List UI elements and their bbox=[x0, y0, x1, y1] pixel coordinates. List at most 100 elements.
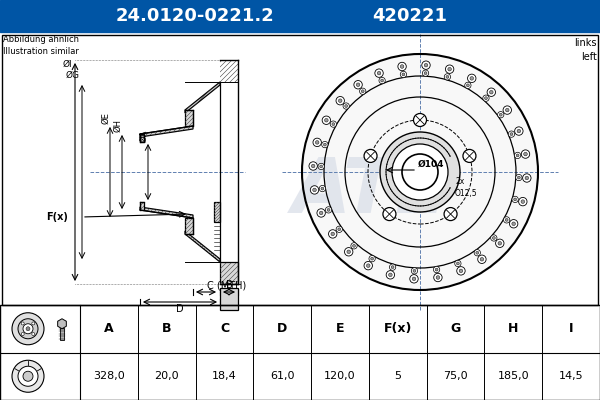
Polygon shape bbox=[140, 126, 193, 137]
Bar bbox=[220, 262, 238, 284]
Circle shape bbox=[465, 82, 471, 88]
Circle shape bbox=[444, 74, 451, 80]
Circle shape bbox=[302, 54, 538, 290]
Polygon shape bbox=[140, 134, 144, 142]
Circle shape bbox=[424, 72, 427, 74]
Circle shape bbox=[435, 268, 438, 271]
Circle shape bbox=[322, 116, 331, 124]
Circle shape bbox=[496, 239, 504, 248]
Circle shape bbox=[398, 62, 406, 71]
Circle shape bbox=[371, 257, 374, 260]
Polygon shape bbox=[140, 126, 193, 137]
Circle shape bbox=[329, 230, 337, 238]
Polygon shape bbox=[140, 202, 144, 210]
Circle shape bbox=[433, 266, 440, 273]
Circle shape bbox=[474, 250, 481, 256]
Circle shape bbox=[525, 176, 529, 180]
Bar bbox=[60, 328, 64, 340]
Circle shape bbox=[446, 76, 449, 78]
Circle shape bbox=[476, 251, 479, 254]
Text: ØH: ØH bbox=[113, 120, 122, 132]
Circle shape bbox=[310, 186, 319, 194]
Text: D: D bbox=[176, 304, 184, 314]
Text: F(x): F(x) bbox=[46, 212, 68, 222]
Bar bbox=[0, 0, 600, 32]
Circle shape bbox=[490, 90, 493, 94]
Circle shape bbox=[448, 67, 451, 71]
Text: ØI: ØI bbox=[62, 60, 72, 69]
Circle shape bbox=[389, 264, 396, 270]
Circle shape bbox=[309, 162, 317, 170]
Circle shape bbox=[316, 140, 319, 144]
Circle shape bbox=[493, 236, 495, 240]
Circle shape bbox=[518, 198, 527, 206]
Circle shape bbox=[21, 332, 24, 336]
Text: 20,0: 20,0 bbox=[154, 371, 179, 381]
Circle shape bbox=[21, 322, 24, 325]
Circle shape bbox=[523, 174, 531, 182]
Text: 14,5: 14,5 bbox=[559, 371, 583, 381]
Circle shape bbox=[332, 123, 335, 126]
Text: 24.0120-0221.2: 24.0120-0221.2 bbox=[116, 7, 274, 25]
Polygon shape bbox=[214, 202, 220, 222]
Circle shape bbox=[410, 275, 418, 283]
Circle shape bbox=[361, 90, 364, 93]
Circle shape bbox=[516, 154, 519, 157]
Circle shape bbox=[509, 220, 518, 228]
Circle shape bbox=[320, 165, 323, 168]
Circle shape bbox=[413, 270, 416, 272]
Circle shape bbox=[32, 322, 35, 325]
Text: ØA: ØA bbox=[139, 130, 148, 142]
Text: 18,4: 18,4 bbox=[212, 371, 237, 381]
Circle shape bbox=[344, 248, 353, 256]
Circle shape bbox=[379, 77, 385, 84]
Circle shape bbox=[487, 88, 496, 96]
Circle shape bbox=[356, 83, 360, 86]
Circle shape bbox=[422, 70, 429, 76]
Polygon shape bbox=[185, 218, 193, 234]
Circle shape bbox=[317, 209, 325, 217]
Circle shape bbox=[478, 255, 486, 264]
Circle shape bbox=[400, 71, 407, 78]
Circle shape bbox=[311, 164, 315, 168]
Polygon shape bbox=[140, 202, 144, 210]
Circle shape bbox=[380, 79, 383, 82]
Circle shape bbox=[26, 327, 30, 331]
Circle shape bbox=[345, 104, 347, 108]
Circle shape bbox=[524, 152, 527, 156]
Text: A: A bbox=[104, 322, 114, 335]
Polygon shape bbox=[220, 262, 238, 284]
Text: G: G bbox=[451, 322, 461, 335]
Circle shape bbox=[18, 319, 38, 339]
Circle shape bbox=[313, 138, 322, 146]
Circle shape bbox=[497, 112, 504, 118]
Circle shape bbox=[510, 133, 513, 136]
Circle shape bbox=[313, 188, 316, 192]
Circle shape bbox=[512, 222, 515, 226]
Polygon shape bbox=[185, 82, 220, 113]
Circle shape bbox=[330, 121, 337, 127]
Circle shape bbox=[457, 267, 465, 275]
Circle shape bbox=[467, 74, 476, 82]
Circle shape bbox=[434, 273, 442, 282]
Circle shape bbox=[512, 196, 518, 202]
Text: ATE: ATE bbox=[292, 155, 448, 229]
Polygon shape bbox=[58, 319, 67, 329]
Text: 2x
Ò12,5: 2x Ò12,5 bbox=[455, 177, 478, 198]
Text: ØE: ØE bbox=[101, 112, 110, 124]
Text: B: B bbox=[226, 280, 232, 290]
Circle shape bbox=[515, 127, 523, 135]
Circle shape bbox=[485, 97, 487, 100]
Polygon shape bbox=[140, 207, 193, 218]
Circle shape bbox=[517, 176, 520, 179]
Text: 120,0: 120,0 bbox=[324, 371, 356, 381]
Circle shape bbox=[364, 262, 373, 270]
Polygon shape bbox=[140, 134, 144, 142]
Text: 5: 5 bbox=[394, 371, 401, 381]
Circle shape bbox=[336, 226, 343, 232]
Text: 420221: 420221 bbox=[373, 7, 448, 25]
Circle shape bbox=[367, 264, 370, 268]
Circle shape bbox=[12, 313, 44, 345]
Text: ØG: ØG bbox=[66, 71, 80, 80]
Circle shape bbox=[480, 258, 484, 261]
